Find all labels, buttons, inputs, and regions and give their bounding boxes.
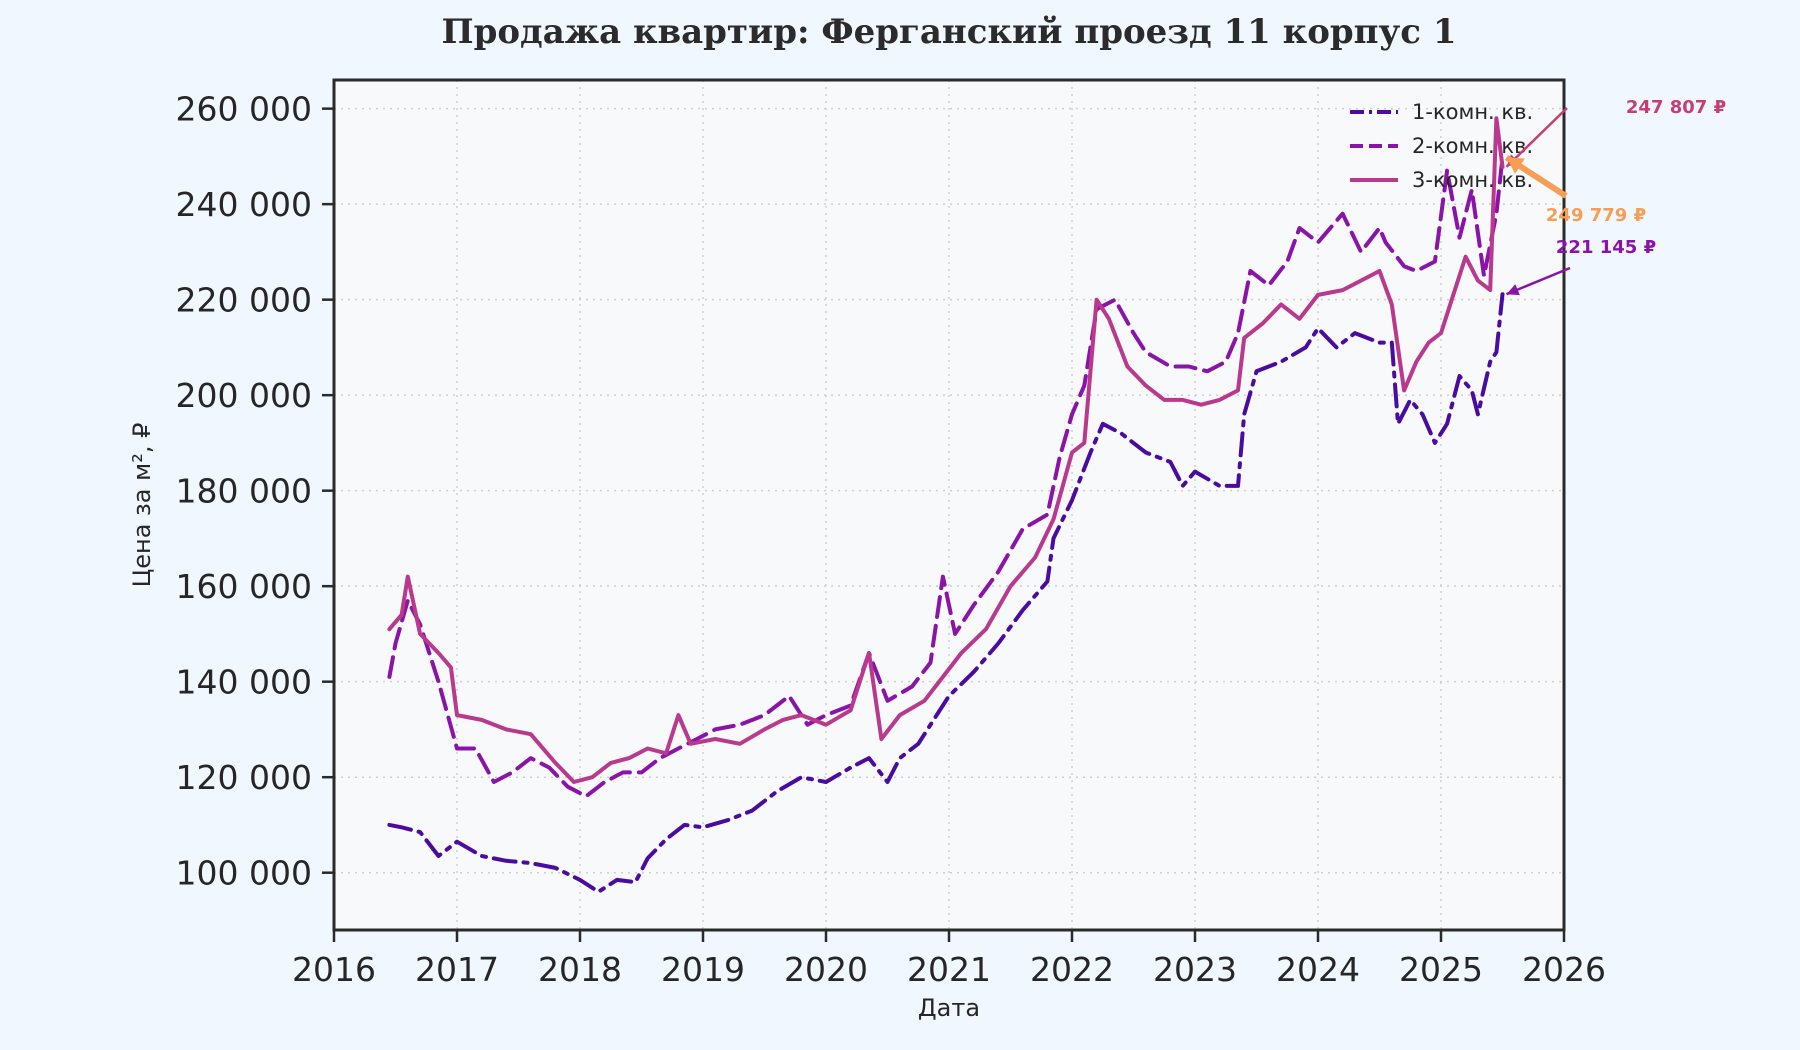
annotations: 247 807 ₽ 249 779 ₽ 221 145 ₽ [1504,97,1726,296]
annotation-label: 247 807 ₽ [1626,97,1726,118]
y-tick-label: 200 000 [176,376,312,415]
x-tick-label: 2018 [538,950,622,989]
x-tick-label: 2021 [907,950,991,989]
series-line-2 [387,155,1505,799]
y-tick-label: 260 000 [176,90,312,129]
x-tick-label: 2020 [784,950,868,989]
x-tick-label: 2023 [1153,950,1237,989]
x-tick-label: 2019 [661,950,745,989]
x-tick-label: 2024 [1276,950,1360,989]
y-tick-label: 220 000 [176,281,312,320]
annotation-label: 221 145 ₽ [1556,237,1656,258]
annotation-arrowhead [1506,157,1525,174]
grid-lines [334,80,1564,930]
legend: 1-комн. кв. 2-комн. кв. 3-комн. кв. [1350,100,1533,192]
series-line-1 [387,292,1505,894]
x-tick-label: 2017 [415,950,499,989]
legend-label: 1-комн. кв. [1412,100,1533,124]
y-axis-label: Цена за м², ₽ [128,423,156,588]
annotation-label: 249 779 ₽ [1546,205,1646,226]
x-tick-label: 2026 [1522,950,1606,989]
y-tick-label: 240 000 [176,185,312,224]
y-tick-label: 120 000 [176,758,312,797]
annotation-arrowhead [1506,284,1520,296]
x-tick-label: 2022 [1030,950,1114,989]
y-tick-label: 160 000 [176,567,312,606]
axis-ticks: 2016 2017 2018 2019 2020 2021 2022 2023 2024 2025… [176,90,1606,989]
series-lines [387,116,1505,894]
legend-label: 3-комн. кв. [1412,168,1533,192]
series-line-3 [387,116,1505,784]
x-axis-label: Дата [918,994,980,1022]
y-tick-label: 180 000 [176,472,312,511]
chart-title: Продажа квартир: Ферганский проезд 11 ко… [442,12,1457,52]
x-tick-label: 2025 [1399,950,1483,989]
y-tick-label: 100 000 [176,854,312,893]
y-tick-label: 140 000 [176,663,312,702]
legend-label: 2-комн. кв. [1412,134,1533,158]
x-tick-label: 2016 [292,950,376,989]
annotation-arrow [1505,107,1568,168]
